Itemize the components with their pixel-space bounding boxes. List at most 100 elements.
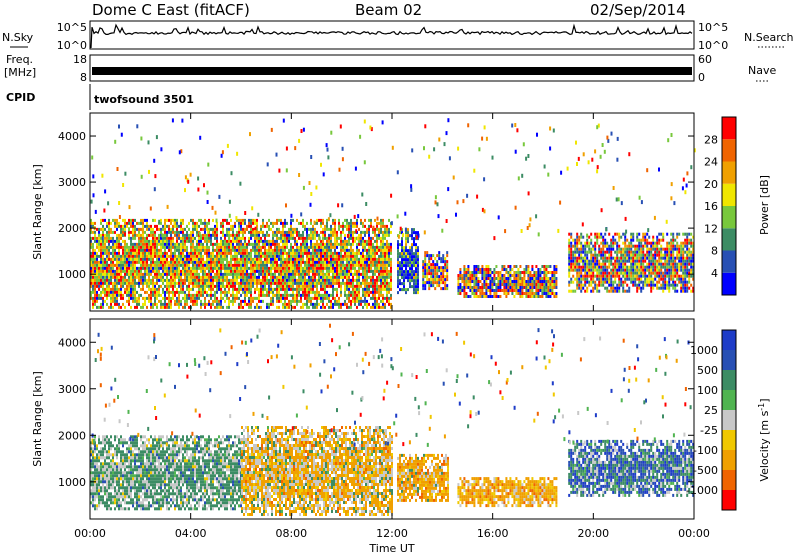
heatmap-cell [108,272,110,276]
heatmap-cell [578,253,581,257]
heatmap-cell [296,290,298,294]
heatmap-cell [539,271,542,274]
heatmap-cell [158,269,160,273]
heatmap-cell [246,275,248,279]
heatmap-cell [624,253,627,257]
heatmap-cell [477,286,480,289]
heatmap-cell [96,239,98,243]
heatmap-cell [174,302,176,306]
heatmap-cell [194,272,196,276]
heatmap-cell [612,283,615,287]
heatmap-cell [124,221,126,225]
heatmap-cell [626,268,629,272]
heatmap-cell [348,248,350,252]
heatmap-cell [438,254,441,258]
heatmap-cell [479,280,482,283]
heatmap-cell [292,305,294,309]
heatmap-cell [124,278,126,282]
heatmap-cell [222,245,224,249]
heatmap-cell [156,260,158,264]
heatmap-cell [242,260,244,264]
heatmap-cell [407,270,409,274]
heatmap-cell [370,221,372,225]
heatmap-cell [268,245,270,249]
heatmap-cell [212,266,214,270]
heatmap-cell [276,254,278,258]
heatmap-cell [150,251,152,255]
heatmap-cell [92,248,94,252]
heatmap-cell [570,235,573,239]
heatmap-cell [194,263,196,267]
heatmap-cell [286,287,288,291]
heatmap-cell [551,277,554,280]
heatmap-cell [110,230,112,234]
heatmap-cell [138,257,140,261]
heatmap-cell [198,260,200,264]
heatmap-cell [114,245,116,249]
heatmap-cell [206,272,208,276]
heatmap-cell [390,287,392,291]
heatmap-cell [92,299,94,303]
heatmap-cell [515,271,518,274]
heatmap-cell [290,218,292,222]
heatmap-cell [192,236,194,240]
heatmap-cell [499,289,502,292]
heatmap-cell [513,280,516,283]
heatmap-cell [606,250,609,254]
heatmap-cell [326,260,328,264]
heatmap-cell [172,296,174,300]
heatmap-cell [102,230,104,234]
heatmap-cell [366,248,368,252]
heatmap-cell [280,248,282,252]
heatmap-cell [302,305,304,309]
heatmap-cell [446,272,449,276]
heatmap-cell [214,230,216,234]
heatmap-cell [374,239,376,243]
heatmap-cell [413,285,415,289]
heatmap-cell [294,296,296,300]
heatmap-cell [180,224,182,228]
heatmap-cell [196,239,198,243]
heatmap-cell [102,278,104,282]
heatmap-cell [397,264,399,268]
heatmap-cell [592,247,595,251]
heatmap-cell [628,271,631,275]
heatmap-cell [622,271,625,275]
heatmap-cell [312,305,314,309]
heatmap-cell [598,235,601,239]
heatmap-cell [122,254,124,258]
heatmap-cell [553,265,556,268]
heatmap-cell [236,218,238,222]
heatmap-cell [100,302,102,306]
heatmap-cell [272,251,274,255]
heatmap-cell [529,274,532,277]
heatmap-cell [370,257,372,261]
heatmap-cell [342,239,344,243]
heatmap-cell [102,227,104,231]
heatmap-cell [318,245,320,249]
heatmap-cell [610,244,613,248]
heatmap-cell [192,278,194,282]
heatmap-cell [200,266,202,270]
heatmap-cell [134,269,136,273]
heatmap-cell [240,254,242,258]
heatmap-cell [152,260,154,264]
heatmap-cell [268,254,270,258]
heatmap-cell [374,260,376,264]
heatmap-cell [160,260,162,264]
heatmap-cell [174,245,176,249]
heatmap-cell [242,299,244,303]
heatmap-cell [594,256,597,260]
heatmap-cell [110,272,112,276]
heatmap-cell [586,268,589,272]
heatmap-cell [352,299,354,303]
heatmap-cell [312,251,314,255]
heatmap-cell [491,271,494,274]
heatmap-cell [352,296,354,300]
heatmap-cell [598,280,601,284]
heatmap-cell [104,266,106,270]
heatmap-cell [312,290,314,294]
heatmap-cell [511,280,514,283]
heatmap-cell [388,230,390,234]
heatmap-cell [340,272,342,276]
